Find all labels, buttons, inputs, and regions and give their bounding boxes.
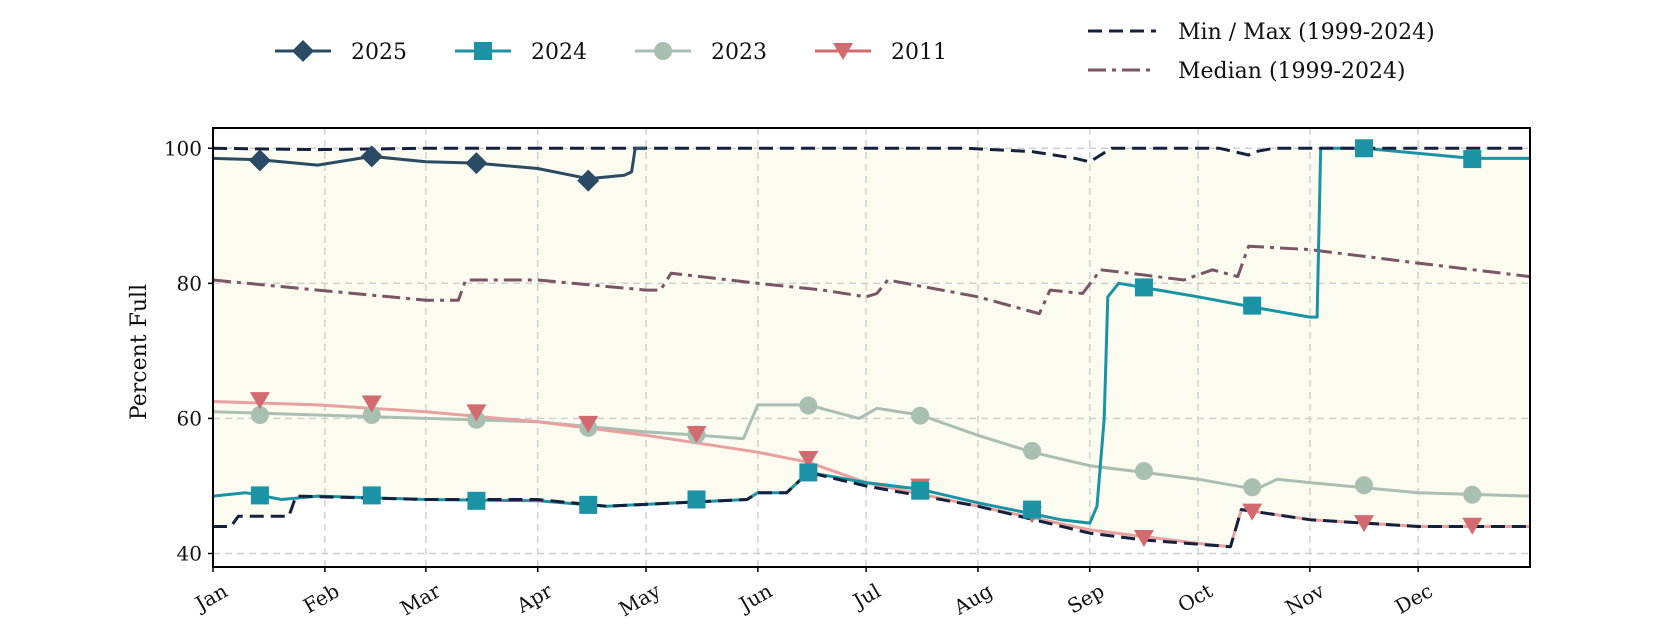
marker-2011-3 (578, 415, 599, 433)
marker-2011-5 (798, 450, 819, 468)
legend-label-2025: 2025 (351, 40, 407, 65)
x-tick-label-oct: Oct (1174, 579, 1217, 618)
marker-2023-11 (1463, 485, 1482, 504)
marker-2011-10 (1354, 515, 1375, 533)
legend-item-2011: 2011 (815, 40, 947, 65)
legend-label-2011: 2011 (891, 40, 947, 65)
series-line-2025 (213, 146, 646, 181)
series-line-max (213, 146, 1530, 164)
legend-label-min-max: Min / Max (1999-2024) (1178, 20, 1435, 45)
legend-label-2023: 2023 (711, 40, 767, 65)
marker-2011-9 (1242, 503, 1263, 521)
marker-2023-9 (1243, 478, 1262, 497)
marker-2011-2 (466, 404, 487, 422)
plot-area: 40 60 80 100 Jan Feb Mar Apr May Jun Jul Aug Sep Oct N… (164, 127, 1531, 621)
x-tick-label-nov: Nov (1281, 578, 1329, 620)
marker-2024-8 (1134, 278, 1153, 297)
legend-item-2024: 2024 (455, 40, 587, 65)
marker-2024-10 (1355, 139, 1374, 158)
series-line-min (213, 470, 1530, 549)
x-tick-label-dec: Dec (1391, 579, 1437, 619)
marker-2024-1 (362, 486, 381, 505)
y-tick-label-100: 100 (164, 136, 202, 160)
marker-2023-8 (1134, 462, 1153, 481)
marker-2023-7 (1023, 441, 1042, 460)
x-tick-label-jul: Jul (847, 579, 884, 614)
marker-2023-5 (799, 396, 818, 415)
x-tick-label-aug: Aug (949, 578, 997, 619)
marker-2024-6 (911, 481, 930, 500)
marker-2011-8 (1133, 529, 1154, 547)
x-tick-label-may: May (615, 578, 665, 621)
marker-2024-3 (579, 495, 598, 514)
legend-item-median: Median (1999-2024) (1088, 59, 1406, 84)
marker-2024-0 (250, 486, 269, 505)
x-tick-label-jan: Jan (189, 578, 231, 616)
x-tick-label-sep: Sep (1063, 579, 1108, 619)
legend-item-2023: 2023 (635, 40, 767, 65)
legend-item-min-max: Min / Max (1999-2024) (1088, 20, 1435, 45)
marker-2024-7 (1023, 500, 1042, 519)
y-tick-label-40: 40 (177, 541, 202, 565)
marker-2011-1 (361, 395, 382, 413)
marker-2025-0 (248, 149, 271, 172)
marker-2011-11 (1462, 517, 1483, 535)
marker-2024-11 (1463, 150, 1482, 169)
x-tick-label-mar: Mar (396, 578, 445, 620)
legend-marker-2025 (292, 40, 314, 62)
marker-2024-2 (467, 491, 486, 510)
marker-2023-0 (250, 406, 269, 425)
marker-2025-2 (465, 152, 488, 175)
marker-2025-3 (577, 169, 600, 192)
y-axis-title: Percent Full (127, 284, 152, 420)
marker-2023-1 (362, 406, 381, 425)
min-max-band (213, 148, 1530, 547)
marker-2024-4 (687, 490, 706, 509)
legend-marker-2023 (654, 42, 672, 60)
legend-marker-2024 (474, 42, 492, 60)
marker-2025-1 (360, 145, 383, 168)
marker-2011-0 (249, 392, 270, 410)
y-tick-label-80: 80 (177, 271, 202, 295)
marker-2011-4 (686, 425, 707, 443)
legend-label-2024: 2024 (531, 40, 587, 65)
marker-2024-5 (799, 463, 818, 482)
legend-marker-2011 (833, 43, 853, 60)
y-tick-label-60: 60 (177, 406, 202, 430)
legend-item-2025: 2025 (275, 40, 407, 65)
plot-frame (212, 127, 1531, 568)
x-tick-label-jun: Jun (733, 578, 776, 617)
x-tick-label-feb: Feb (299, 579, 343, 618)
marker-2023-6 (911, 406, 930, 425)
legend: 2025 2024 2023 2011 Min / Max (1999-2024) Med… (275, 20, 1435, 84)
marker-2023-10 (1355, 476, 1374, 495)
marker-2024-9 (1243, 296, 1262, 315)
legend-label-median: Median (1999-2024) (1178, 59, 1406, 84)
x-tick-label-apr: Apr (511, 578, 556, 618)
